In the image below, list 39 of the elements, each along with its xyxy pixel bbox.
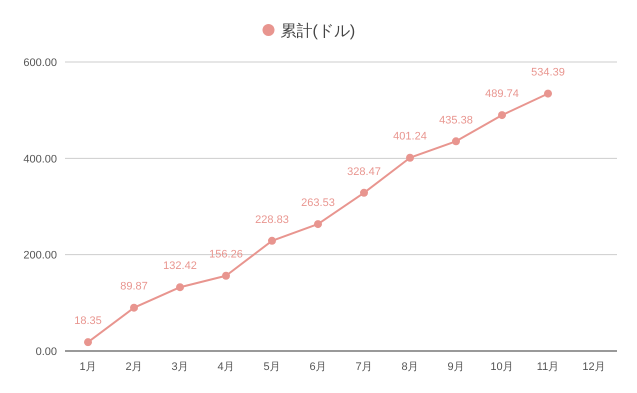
data-label: 435.38 bbox=[439, 114, 473, 126]
data-label: 489.74 bbox=[485, 88, 519, 100]
x-tick-label: 5月 bbox=[263, 361, 281, 373]
point bbox=[452, 137, 460, 146]
x-tick-label: 6月 bbox=[309, 361, 327, 373]
x-tick-label: 2月 bbox=[125, 361, 143, 373]
point bbox=[498, 111, 506, 120]
data-label: 401.24 bbox=[393, 130, 427, 143]
x-tick-label: 1月 bbox=[79, 361, 97, 373]
point bbox=[406, 154, 414, 162]
data-label: 156.26 bbox=[209, 248, 243, 261]
x-tick-label: 12月 bbox=[582, 361, 606, 373]
x-tick-label: 8月 bbox=[401, 361, 419, 373]
point bbox=[84, 338, 92, 346]
data-label: 328.47 bbox=[347, 166, 381, 178]
point bbox=[222, 272, 230, 280]
x-tick-label: 3月 bbox=[171, 361, 189, 373]
x-tick-label: 10月 bbox=[490, 361, 514, 373]
data-label: 534.39 bbox=[531, 66, 565, 79]
point bbox=[176, 283, 184, 292]
point bbox=[130, 304, 138, 312]
x-tick-label: 9月 bbox=[447, 361, 465, 373]
x-tick-label: 7月 bbox=[355, 361, 373, 373]
point bbox=[314, 220, 322, 228]
y-tick-label: 200.00 bbox=[23, 250, 57, 262]
y-tick-label: 400.00 bbox=[23, 153, 57, 166]
x-tick-label: 4月 bbox=[217, 361, 235, 373]
point bbox=[268, 236, 276, 245]
data-label: 89.87 bbox=[120, 280, 148, 293]
y-tick-label: 600.00 bbox=[23, 57, 57, 69]
y-tick-label: 0.00 bbox=[36, 346, 57, 358]
data-label: 132.42 bbox=[163, 260, 197, 272]
x-tick-label: 11月 bbox=[536, 361, 560, 373]
data-label: 228.83 bbox=[255, 214, 289, 226]
point bbox=[360, 188, 368, 197]
point bbox=[544, 90, 552, 98]
data-label: 263.53 bbox=[301, 197, 335, 210]
data-label: 18.35 bbox=[74, 315, 102, 328]
legend-label: 累計(ドル) bbox=[280, 22, 356, 40]
